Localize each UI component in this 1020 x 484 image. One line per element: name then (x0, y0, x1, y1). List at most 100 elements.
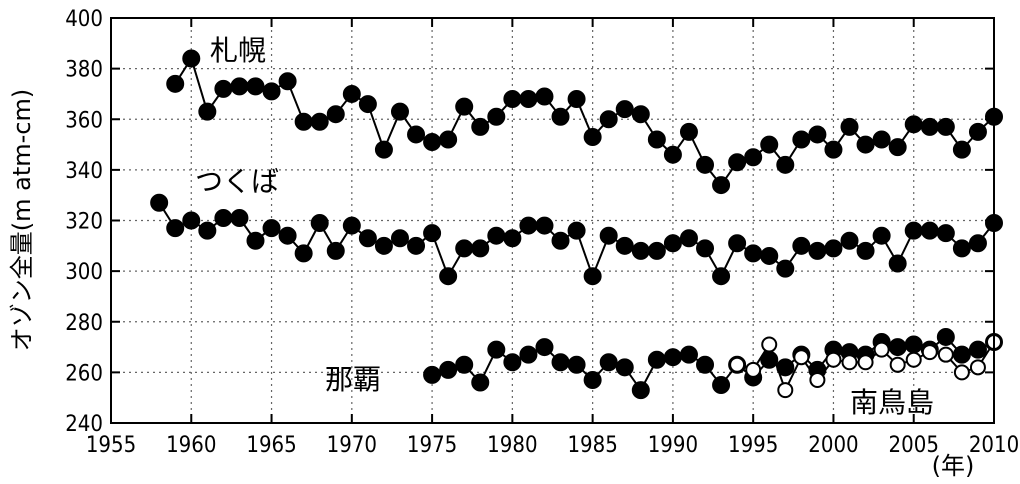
data-point-series-2 (471, 373, 490, 392)
data-point-series-1 (262, 219, 281, 238)
data-point-series-1 (904, 221, 923, 240)
y-tick-label: 340 (65, 159, 103, 184)
data-point-series-2 (936, 327, 955, 346)
data-point-series-0 (230, 77, 249, 96)
data-point-series-0 (904, 115, 923, 134)
data-point-series-3 (777, 382, 794, 399)
data-point-series-2 (583, 370, 602, 389)
data-point-series-1 (294, 244, 313, 263)
data-point-series-2 (888, 338, 907, 357)
data-point-series-0 (679, 122, 698, 141)
data-point-series-0 (599, 110, 618, 129)
data-point-series-0 (198, 102, 217, 121)
data-point-series-2 (567, 355, 586, 374)
data-point-series-0 (583, 127, 602, 146)
data-point-series-3 (937, 346, 954, 363)
data-point-series-0 (551, 107, 570, 126)
x-tick-label: 1985 (567, 433, 617, 458)
data-point-series-3 (905, 351, 922, 368)
data-point-series-1 (872, 226, 891, 245)
y-tick-label: 320 (65, 210, 103, 235)
x-axis-unit: (年) (932, 452, 975, 480)
data-point-series-1 (551, 231, 570, 250)
series-label-minamitorishima: 南鳥島 (850, 386, 934, 419)
data-point-series-1 (326, 241, 345, 260)
data-point-series-1 (856, 241, 875, 260)
data-point-series-0 (856, 135, 875, 154)
data-point-series-3 (793, 349, 810, 366)
data-point-series-0 (439, 130, 458, 149)
data-point-series-1 (407, 236, 426, 255)
data-point-series-1 (583, 267, 602, 286)
axis-ticks (110, 17, 995, 424)
x-tick-label: 1955 (86, 433, 136, 458)
data-point-series-1 (567, 221, 586, 240)
data-point-series-1 (310, 214, 329, 233)
data-point-series-0 (824, 140, 843, 159)
data-point-series-0 (840, 117, 859, 136)
data-point-series-1 (888, 254, 907, 273)
data-point-series-1 (615, 236, 634, 255)
data-point-series-1 (696, 239, 715, 258)
data-point-series-0 (423, 133, 442, 152)
data-point-series-0 (647, 130, 666, 149)
data-point-series-0 (326, 105, 345, 124)
data-point-series-0 (936, 117, 955, 136)
data-point-series-1 (471, 239, 490, 258)
data-point-series-3 (889, 356, 906, 373)
data-point-series-1 (198, 221, 217, 240)
data-point-series-1 (631, 241, 650, 260)
data-point-series-1 (840, 231, 859, 250)
data-point-series-2 (519, 345, 538, 364)
data-point-series-1 (599, 226, 618, 245)
data-point-series-3 (841, 354, 858, 371)
data-point-series-2 (663, 348, 682, 367)
data-point-series-3 (857, 354, 874, 371)
data-point-series-2 (904, 335, 923, 354)
data-point-series-2 (679, 345, 698, 364)
data-point-series-1 (728, 234, 747, 253)
data-point-series-2 (423, 365, 442, 384)
data-point-series-0 (310, 112, 329, 131)
data-point-series-0 (390, 102, 409, 121)
data-point-series-2 (776, 358, 795, 377)
data-point-series-2 (968, 340, 987, 359)
data-point-series-0 (182, 49, 201, 68)
data-point-series-0 (872, 130, 891, 149)
data-point-series-0 (888, 138, 907, 157)
data-point-series-0 (920, 117, 939, 136)
x-tick-label: 1990 (648, 433, 698, 458)
data-point-series-0 (374, 140, 393, 159)
series-label-sapporo: 札幌 (210, 34, 266, 67)
y-tick-label: 380 (65, 58, 103, 83)
x-tick-label: 1960 (166, 433, 216, 458)
data-point-series-1 (246, 231, 265, 250)
data-point-series-1 (679, 229, 698, 248)
data-point-series-0 (487, 107, 506, 126)
data-point-series-0 (663, 145, 682, 164)
data-point-series-1 (519, 216, 538, 235)
data-point-series-2 (535, 338, 554, 357)
data-point-series-0 (744, 148, 763, 167)
data-point-series-3 (809, 371, 826, 388)
data-point-series-2 (487, 340, 506, 359)
data-point-series-3 (825, 351, 842, 368)
data-point-series-2 (712, 376, 731, 395)
data-point-series-0 (214, 79, 233, 98)
data-point-series-1 (760, 246, 779, 265)
data-point-series-1 (390, 229, 409, 248)
data-point-series-1 (744, 244, 763, 263)
data-point-series-2 (696, 355, 715, 374)
data-point-series-0 (166, 74, 185, 93)
data-point-series-1 (968, 234, 987, 253)
data-point-series-1 (647, 241, 666, 260)
data-point-series-1 (952, 239, 971, 258)
data-point-series-3 (921, 344, 938, 361)
data-point-series-0 (358, 95, 377, 114)
data-point-series-1 (920, 221, 939, 240)
y-tick-label: 400 (65, 7, 103, 32)
data-point-series-0 (342, 84, 361, 103)
data-point-series-0 (455, 97, 474, 116)
series-points (150, 49, 1003, 400)
